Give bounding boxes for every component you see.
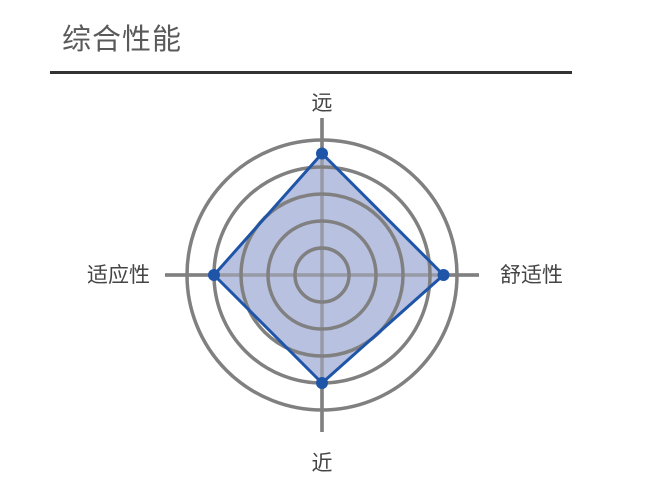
data-point: [316, 377, 328, 389]
axis-label: 适应性: [87, 263, 150, 287]
data-point: [316, 147, 328, 160]
series-area: [214, 153, 444, 383]
title-divider: [50, 71, 572, 74]
data-point: [208, 269, 220, 281]
axis-label: 近: [312, 451, 333, 475]
axis-label: 舒适性: [500, 263, 563, 287]
data-point: [437, 269, 450, 281]
page-title: 综合性能: [62, 22, 183, 56]
axis-label: 远: [312, 91, 333, 115]
